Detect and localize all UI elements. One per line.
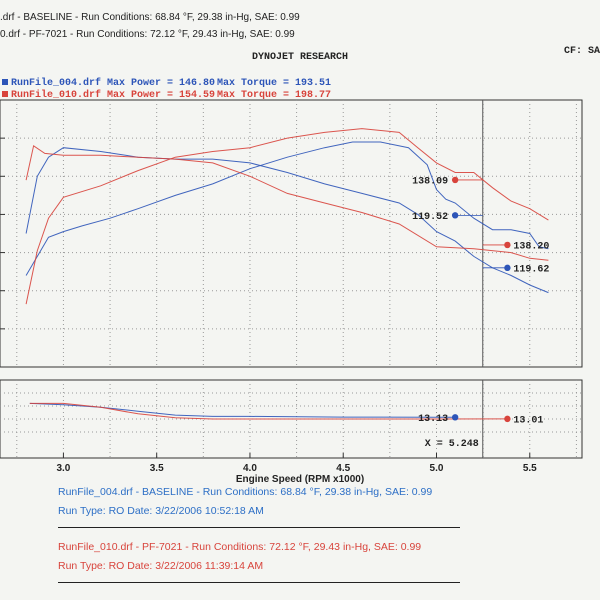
x-tick-label: 4.5 <box>336 463 350 474</box>
header-run1-conditions: .drf - BASELINE - Run Conditions: 68.84 … <box>0 12 300 23</box>
x-tick-label: 3.0 <box>56 463 70 474</box>
legend-run2-power: RunFile_010.drf Max Power = 154.59 <box>11 90 216 101</box>
annotation-marker <box>451 212 459 219</box>
annotation-label: 13.13 <box>418 414 448 425</box>
annotation-label: 138.20 <box>513 241 549 252</box>
annotation-label: 119.52 <box>412 212 448 223</box>
afr-panel-frame <box>0 379 583 459</box>
legend-entry-run1: RunFile_004.drf Max Power = 146.80 Max T… <box>2 78 331 89</box>
annotation-label: 119.62 <box>513 264 549 275</box>
series-line-runfile-010-drf-afr <box>29 402 508 420</box>
legend-run1-torque: Max Torque = 193.51 <box>217 78 332 89</box>
x-tick-label: 5.0 <box>430 463 444 474</box>
footer-divider <box>58 582 460 583</box>
x-tick-label: 5.5 <box>523 463 537 474</box>
footer-run2-date: Run Type: RO Date: 3/22/2006 11:39:14 AM <box>58 560 264 572</box>
series-line-runfile-004-drf-afr <box>29 402 456 418</box>
annotation-marker <box>504 415 511 423</box>
series-line-runfile-010-drf-power <box>25 128 549 305</box>
series-line-runfile-004-drf-torque <box>25 147 549 294</box>
annotation-marker <box>504 264 511 272</box>
legend-run2-torque: Max Torque = 198.77 <box>217 90 332 101</box>
cursor-label: X = 5.248 <box>425 439 479 450</box>
annotation-marker <box>451 414 459 421</box>
footer-run1-conditions: RunFile_004.drf - BASELINE - Run Conditi… <box>58 486 433 498</box>
x-tick-label: 3.5 <box>150 463 164 474</box>
footer-divider <box>58 527 460 528</box>
series-line-runfile-004-drf-power <box>25 141 549 276</box>
correction-factor-label: CF: SA <box>563 46 600 57</box>
power-panel-frame <box>0 99 583 368</box>
series-line-runfile-010-drf-torque <box>25 144 549 261</box>
legend-swatch-blue <box>2 79 8 86</box>
legend-swatch-red <box>2 91 8 98</box>
chart-title: DYNOJET RESEARCH <box>251 52 348 63</box>
x-axis-label: Engine Speed (RPM x1000) <box>236 474 364 485</box>
annotation-label: 138.09 <box>412 176 448 187</box>
legend-run1-power: RunFile_004.drf Max Power = 146.80 <box>11 78 216 89</box>
annotation-marker <box>504 241 511 249</box>
header-run2-conditions: 0.drf - PF-7021 - Run Conditions: 72.12 … <box>0 29 295 40</box>
footer-run1-date: Run Type: RO Date: 3/22/2006 10:52:18 AM <box>58 505 264 517</box>
annotation-label: 13.01 <box>513 415 543 426</box>
x-tick-label: 4.0 <box>243 463 257 474</box>
annotation-marker <box>451 176 459 184</box>
legend-entry-run2: RunFile_010.drf Max Power = 154.59 Max T… <box>2 90 331 101</box>
footer-run2-conditions: RunFile_010.drf - PF-7021 - Run Conditio… <box>58 541 422 553</box>
